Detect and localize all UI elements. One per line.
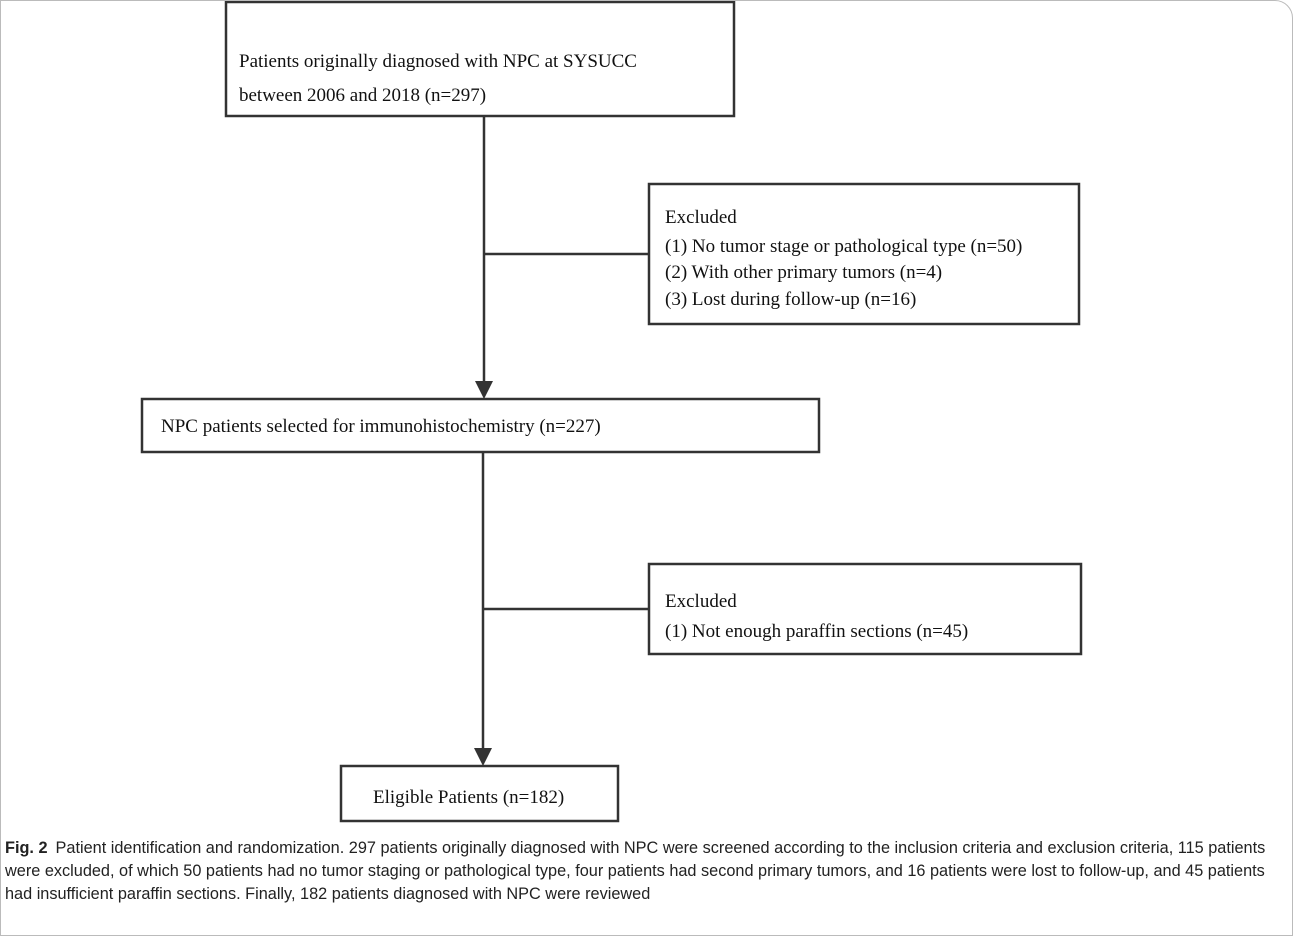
caption: Fig. 2 Patient identification and randomi… [5, 837, 1285, 906]
node-text: (3) Lost during follow-up (n=16) [665, 289, 916, 310]
arrow [475, 381, 493, 399]
node-box [647, 182, 1081, 326]
flowchart: Patients originally diagnosed with NPC a… [140, 1, 1083, 823]
node-text: (2) With other primary tumors (n=4) [665, 262, 942, 283]
node-text: Eligible Patients (n=182) [373, 787, 564, 808]
node-text: Excluded [665, 207, 737, 228]
caption-label: Fig. 2 [5, 839, 48, 857]
node-text: Patients originally diagnosed with NPC a… [239, 51, 637, 72]
node-text: (1) Not enough paraffin sections (n=45) [665, 621, 968, 642]
node-box [224, 1, 736, 118]
node-text: between 2006 and 2018 (n=297) [239, 85, 486, 106]
node-box [339, 764, 620, 823]
caption-text: Patient identification and randomization… [5, 839, 1266, 903]
node-text: Excluded [665, 591, 737, 612]
node-box [647, 562, 1083, 656]
node-box [140, 397, 821, 454]
node-text: (1) No tumor stage or pathological type … [665, 236, 1022, 257]
node-text: NPC patients selected for immunohistoche… [161, 416, 601, 437]
arrow [474, 748, 492, 766]
